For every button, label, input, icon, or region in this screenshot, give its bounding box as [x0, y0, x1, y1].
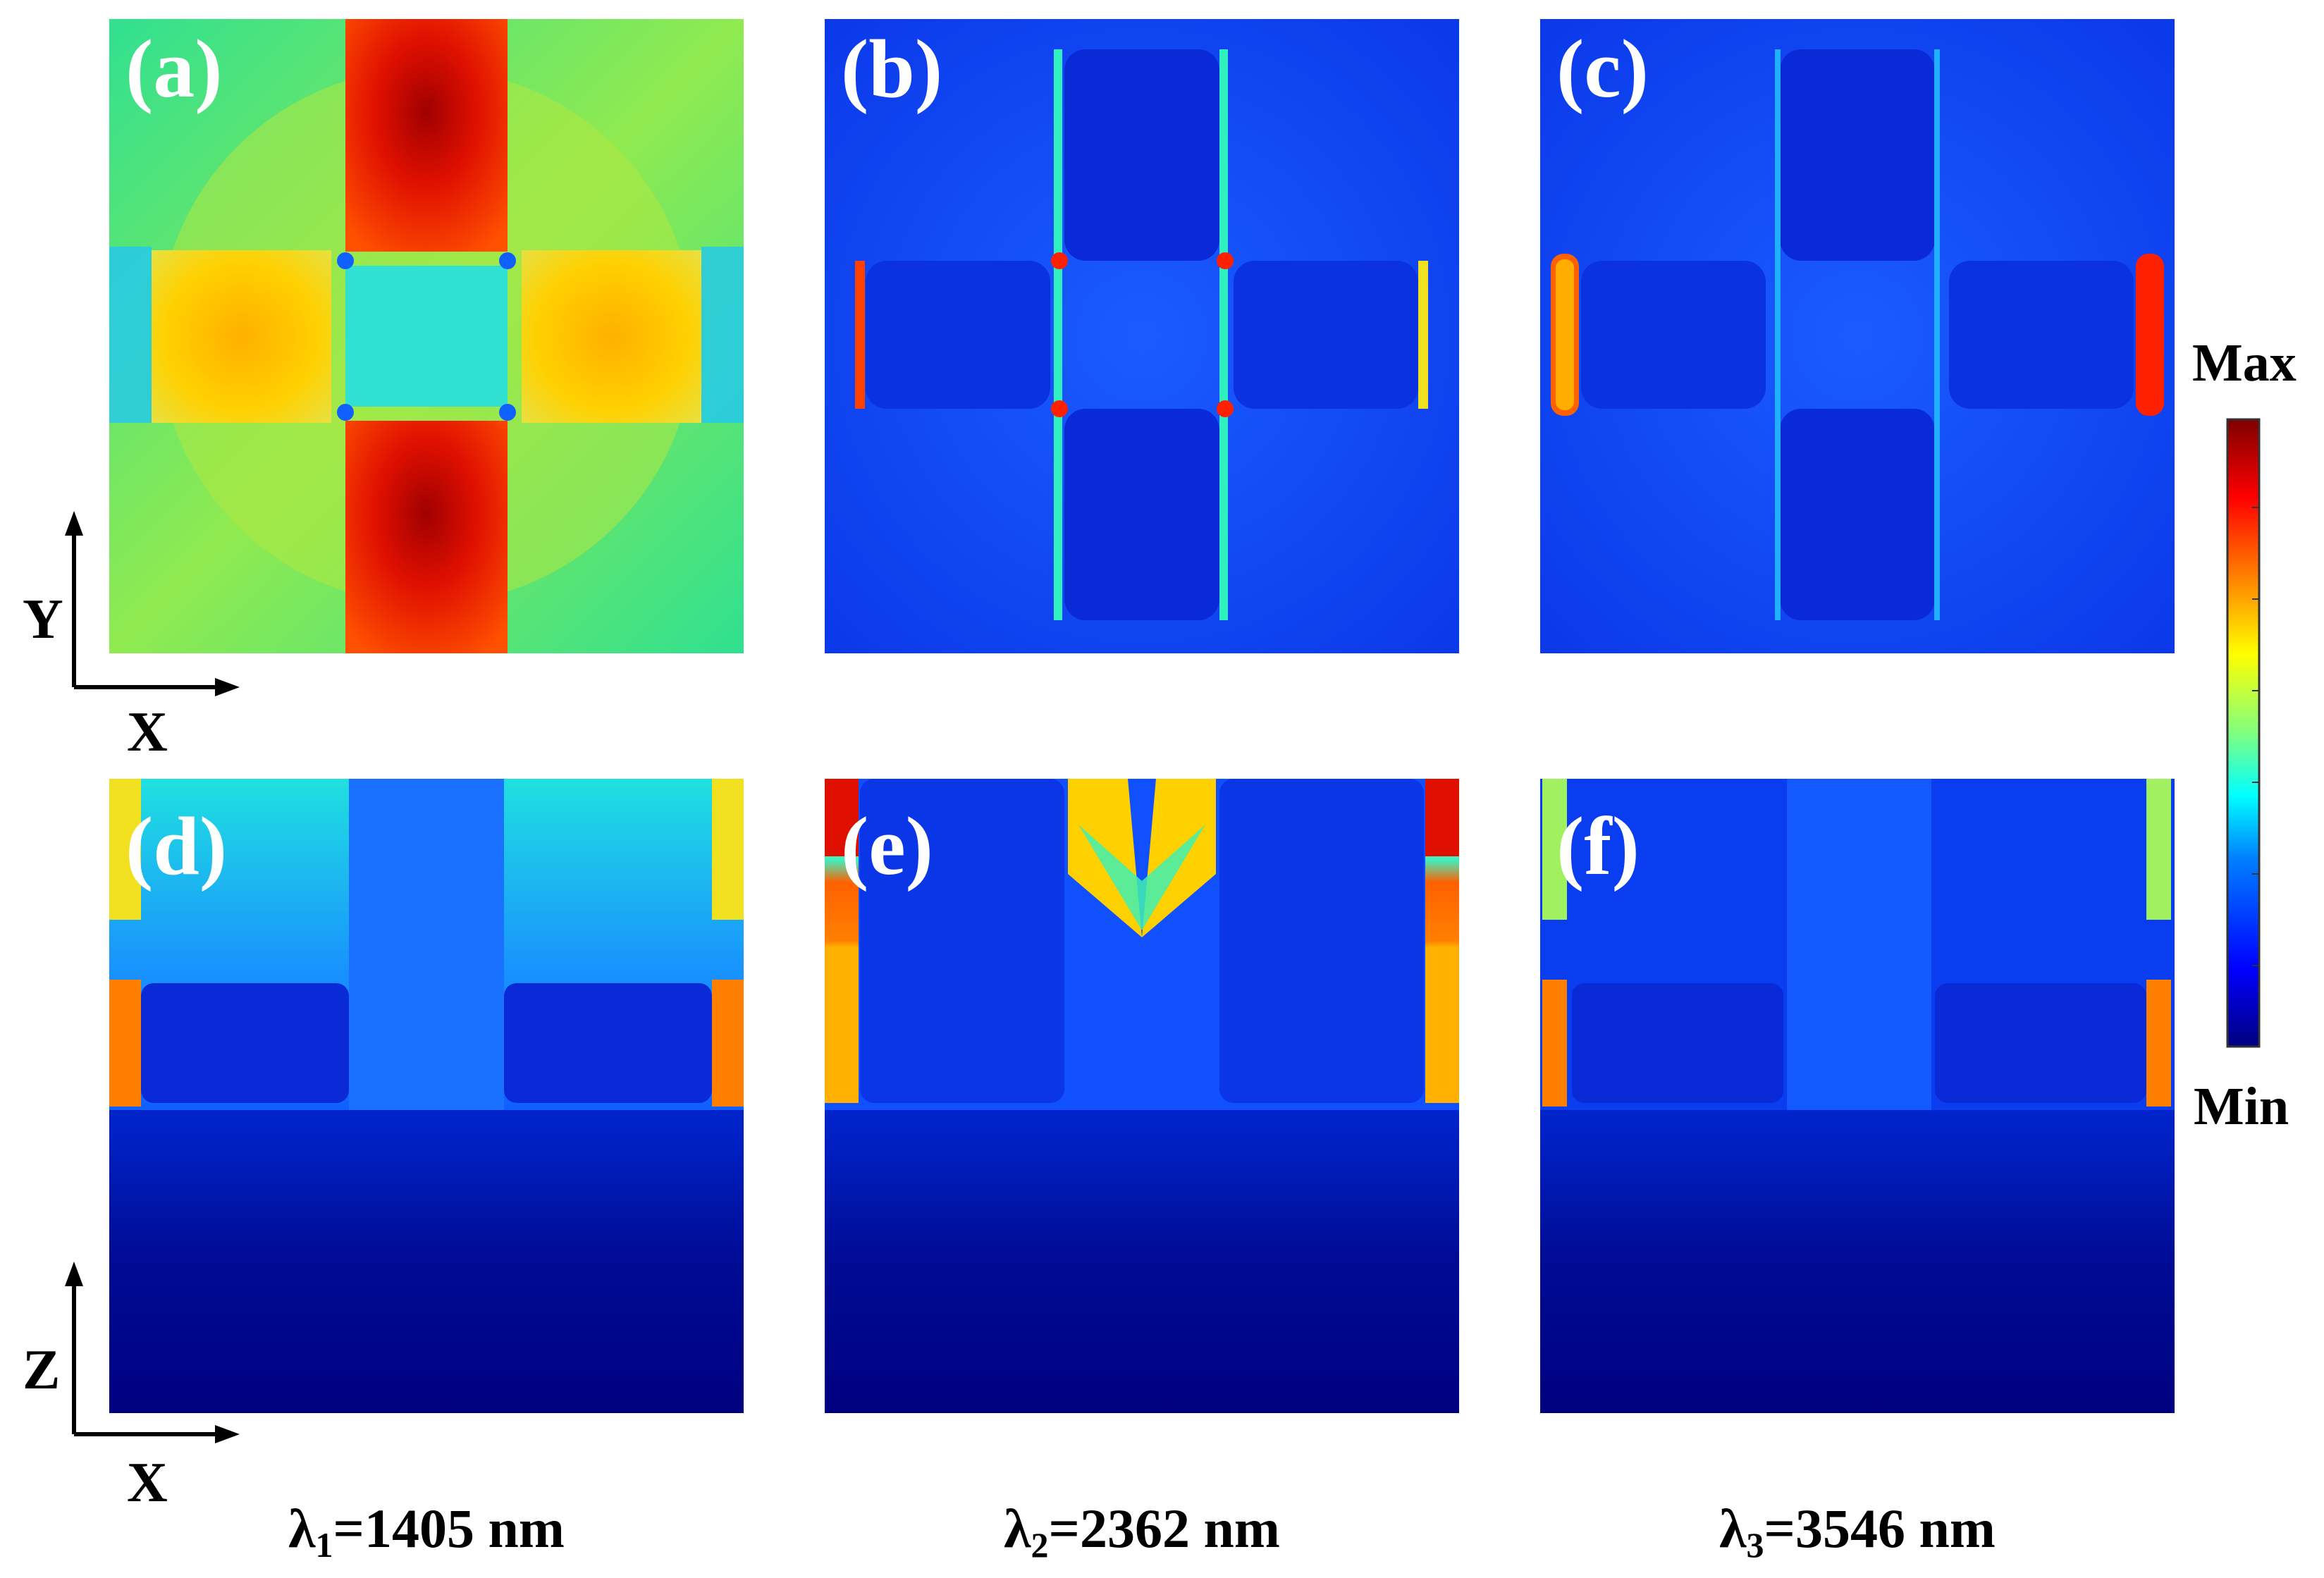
pillar-top: [345, 19, 508, 252]
panel-b: (b): [825, 19, 1459, 653]
panel-e-label: (e): [841, 800, 933, 892]
colorbar-gradient: [2226, 418, 2261, 1048]
pillar-bottom: [345, 421, 508, 653]
panel-d: (d): [109, 779, 744, 1413]
center-gap: [345, 266, 508, 407]
caption-lambda-3: λ3=3546 nm: [1719, 1498, 1996, 1565]
colorbar: Max Min: [2192, 333, 2297, 1136]
pillar-right: [522, 250, 701, 423]
axis-indicator-top: Y X: [23, 511, 240, 763]
panel-b-label: (b): [841, 23, 942, 115]
panel-a-label: (a): [125, 23, 223, 115]
axis-y-label: Y: [23, 588, 63, 651]
axis-z-label: Z: [23, 1339, 60, 1401]
panel-c-label: (c): [1556, 23, 1649, 115]
colorbar-min-label: Min: [2194, 1077, 2289, 1136]
panel-c: (c): [1540, 19, 2175, 653]
caption-lambda-1: λ1=1405 nm: [288, 1498, 565, 1565]
colorbar-max-label: Max: [2192, 333, 2297, 393]
panel-f: (f): [1540, 779, 2175, 1413]
panel-a: (a): [109, 19, 744, 653]
axis-x-label-top: X: [127, 701, 168, 763]
panel-e: (e): [825, 779, 1459, 1413]
caption-lambda-2: λ2=2362 nm: [1004, 1498, 1280, 1565]
panel-d-label: (d): [125, 800, 227, 892]
axis-x-label-bottom: X: [127, 1452, 168, 1514]
axis-indicator-bottom: Z X: [23, 1262, 240, 1514]
pillar-left: [152, 250, 331, 423]
panel-f-label: (f): [1556, 800, 1640, 892]
